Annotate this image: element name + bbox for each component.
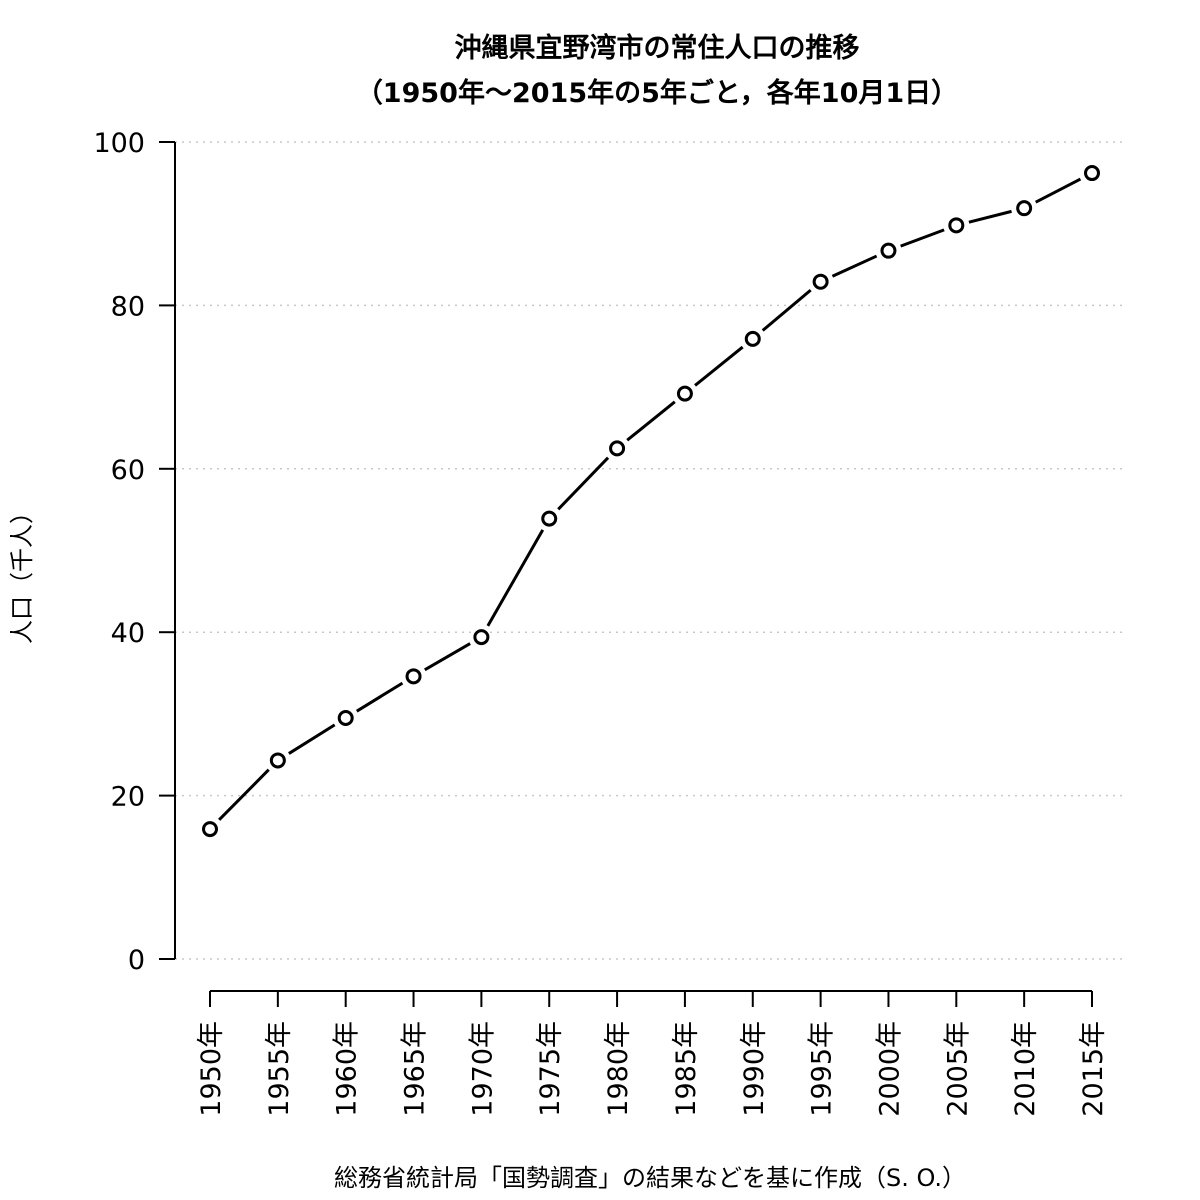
x-tick-label: 2010年 xyxy=(1010,1021,1041,1117)
x-tick-label: 1980年 xyxy=(603,1021,634,1117)
data-point xyxy=(1084,165,1100,182)
series-segment xyxy=(761,288,812,332)
y-tick-label: 0 xyxy=(128,945,145,976)
x-tick-label: 1950年 xyxy=(196,1021,227,1117)
data-point xyxy=(1016,200,1033,217)
series-population xyxy=(202,165,1100,838)
series-segment xyxy=(626,400,676,442)
series-segment xyxy=(1035,177,1082,204)
chart-title-line2: （1950年～2015年の5年ごと，各年10月1日） xyxy=(356,77,958,109)
data-point xyxy=(948,217,965,234)
x-axis: 1950年 1955年 1960年 1965年 1970年 1975年 1980年 1985年… xyxy=(196,990,1109,1117)
x-tick-label: 1970年 xyxy=(467,1021,498,1117)
data-point xyxy=(337,709,354,726)
y-tick-label: 100 xyxy=(93,128,145,159)
series-segment xyxy=(900,228,945,248)
x-tick-label: 1985年 xyxy=(671,1021,702,1117)
data-point xyxy=(676,385,693,402)
data-point xyxy=(473,629,490,646)
y-tick-label: 20 xyxy=(111,782,145,813)
grid-lines xyxy=(175,141,1125,960)
data-point xyxy=(202,821,218,838)
chart-title-line1: 沖縄県宜野湾市の常住人口の推移 xyxy=(455,32,860,64)
x-tick-label: 1960年 xyxy=(332,1021,363,1117)
x-tick-label: 1995年 xyxy=(807,1021,838,1117)
series-segment xyxy=(218,768,270,821)
y-tick-label: 60 xyxy=(111,455,145,486)
y-axis: 0 20 40 60 80 100 xyxy=(93,128,176,976)
y-axis-label: 人口（千人） xyxy=(8,500,36,644)
series-segment xyxy=(557,456,610,511)
series-segment xyxy=(424,642,471,672)
series-segment xyxy=(486,529,545,627)
data-point xyxy=(812,273,829,290)
data-point xyxy=(269,752,286,769)
x-tick-label: 2000年 xyxy=(874,1021,905,1117)
x-tick-label: 1990年 xyxy=(739,1021,770,1117)
data-point xyxy=(405,668,422,685)
series-segment xyxy=(355,681,404,713)
x-tick-label: 1955年 xyxy=(264,1021,295,1117)
source-caption: 総務省統計局「国勢調査」の結果などを基に作成（S. O.） xyxy=(334,1164,966,1192)
data-point xyxy=(609,440,626,457)
x-tick-label: 2015年 xyxy=(1078,1021,1109,1117)
y-tick-label: 40 xyxy=(111,618,145,649)
series-segment xyxy=(694,345,744,387)
data-point xyxy=(541,510,558,527)
x-tick-label: 1975年 xyxy=(535,1021,566,1117)
series-segment xyxy=(831,254,878,278)
y-tick-label: 80 xyxy=(111,291,145,322)
data-point xyxy=(880,242,897,259)
data-point xyxy=(744,330,761,347)
x-tick-label: 1965年 xyxy=(400,1021,431,1117)
series-segment xyxy=(968,209,1012,224)
x-tick-label: 2005年 xyxy=(942,1021,973,1117)
series-segment xyxy=(288,723,336,755)
